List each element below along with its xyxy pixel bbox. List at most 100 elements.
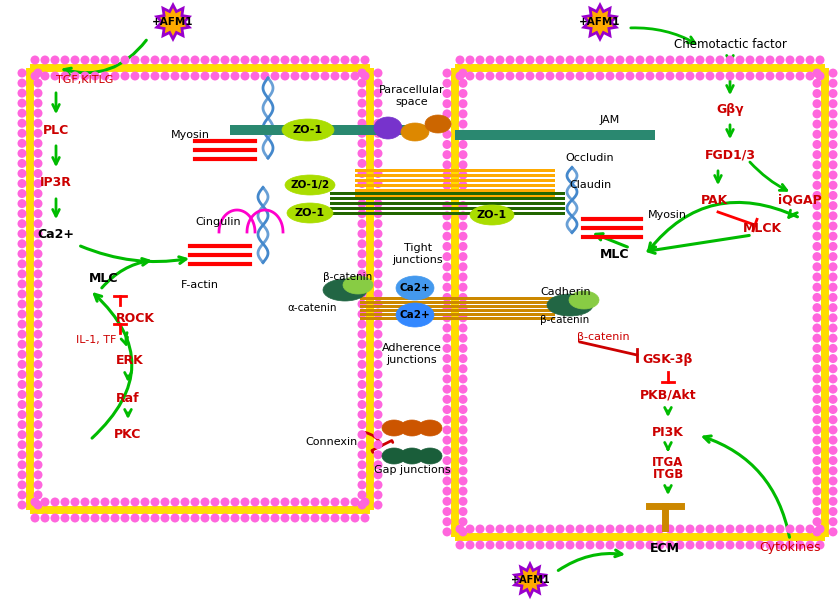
Circle shape [358, 310, 366, 318]
Circle shape [18, 370, 27, 379]
Circle shape [330, 498, 339, 506]
Text: Gap junctions: Gap junctions [374, 465, 450, 475]
Circle shape [443, 140, 452, 149]
Circle shape [71, 514, 80, 523]
Circle shape [34, 249, 43, 259]
Circle shape [575, 56, 585, 65]
Circle shape [358, 420, 366, 429]
Circle shape [655, 71, 664, 81]
Circle shape [516, 71, 524, 81]
Circle shape [443, 476, 452, 486]
Circle shape [459, 191, 468, 200]
Circle shape [291, 56, 300, 65]
Circle shape [459, 242, 468, 251]
Circle shape [726, 71, 734, 81]
Circle shape [18, 500, 27, 509]
Circle shape [18, 159, 27, 168]
Circle shape [321, 498, 329, 506]
Circle shape [358, 470, 366, 479]
Circle shape [443, 262, 452, 271]
Circle shape [443, 425, 452, 434]
Circle shape [459, 323, 468, 332]
Circle shape [812, 303, 822, 312]
Text: Myosin: Myosin [648, 210, 687, 220]
Circle shape [443, 171, 452, 179]
Circle shape [443, 466, 452, 475]
Circle shape [374, 109, 382, 118]
Circle shape [828, 232, 837, 241]
Text: ROCK: ROCK [116, 312, 155, 325]
Circle shape [374, 139, 382, 148]
Circle shape [18, 79, 27, 88]
Circle shape [140, 498, 150, 506]
Circle shape [565, 71, 575, 81]
Circle shape [34, 209, 43, 218]
Circle shape [828, 160, 837, 170]
Circle shape [34, 239, 43, 248]
Circle shape [459, 415, 468, 424]
Ellipse shape [418, 420, 442, 436]
Circle shape [459, 201, 468, 210]
Text: Paracellular: Paracellular [379, 85, 445, 95]
Circle shape [655, 56, 664, 65]
Circle shape [358, 159, 366, 168]
Circle shape [696, 540, 705, 550]
Circle shape [616, 71, 624, 81]
Circle shape [616, 540, 624, 550]
Circle shape [459, 436, 468, 445]
Text: Ca2+: Ca2+ [400, 283, 430, 293]
Circle shape [455, 71, 465, 81]
Circle shape [358, 259, 366, 268]
Bar [455, 173, 555, 177]
Circle shape [18, 229, 27, 239]
Circle shape [636, 540, 644, 550]
Circle shape [806, 525, 815, 534]
Circle shape [18, 259, 27, 268]
Circle shape [812, 334, 822, 343]
Circle shape [60, 71, 70, 81]
Circle shape [443, 79, 452, 88]
Circle shape [828, 79, 837, 88]
Circle shape [443, 487, 452, 495]
Circle shape [459, 273, 468, 281]
Circle shape [374, 430, 382, 439]
Circle shape [765, 56, 774, 65]
Ellipse shape [343, 276, 373, 294]
Circle shape [443, 130, 452, 138]
Circle shape [726, 540, 734, 550]
Circle shape [828, 303, 837, 312]
Circle shape [443, 303, 452, 312]
Circle shape [812, 395, 822, 404]
Circle shape [34, 310, 43, 318]
Circle shape [775, 525, 785, 534]
Circle shape [18, 209, 27, 218]
Bar [360, 317, 455, 320]
Polygon shape [584, 5, 617, 39]
Bar [355, 173, 455, 177]
Circle shape [486, 71, 495, 81]
Bar [455, 179, 555, 182]
Circle shape [358, 400, 366, 409]
Circle shape [81, 56, 90, 65]
Circle shape [358, 340, 366, 349]
Circle shape [812, 252, 822, 261]
Circle shape [828, 487, 837, 495]
Circle shape [645, 525, 654, 534]
Circle shape [374, 169, 382, 178]
Circle shape [812, 466, 822, 475]
Circle shape [374, 481, 382, 489]
Circle shape [350, 514, 360, 523]
Circle shape [330, 514, 339, 523]
Text: PAK: PAK [701, 193, 728, 207]
Circle shape [626, 525, 634, 534]
Circle shape [828, 476, 837, 486]
Circle shape [240, 56, 249, 65]
Circle shape [606, 56, 615, 65]
Circle shape [211, 498, 219, 506]
Circle shape [696, 56, 705, 65]
Circle shape [626, 540, 634, 550]
Bar [360, 313, 455, 316]
Circle shape [443, 364, 452, 373]
Circle shape [812, 262, 822, 271]
Circle shape [230, 498, 239, 506]
